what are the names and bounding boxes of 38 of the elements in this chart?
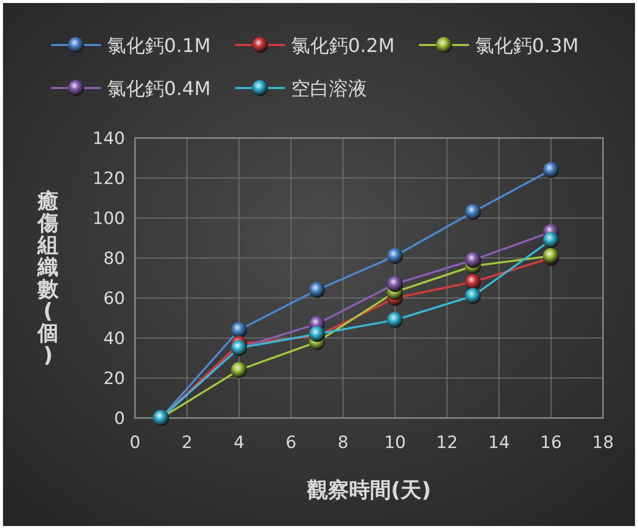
point (387, 248, 403, 264)
legend-label: 氯化鈣0.1M (107, 35, 211, 57)
point (153, 410, 169, 426)
y-tick-label: 100 (92, 209, 125, 229)
x-tick-label: 10 (384, 433, 406, 453)
y-tick-label: 40 (103, 329, 125, 349)
point (543, 162, 559, 178)
y-tick-label: 20 (103, 369, 125, 389)
y-tick-label: 0 (114, 409, 125, 429)
x-tick-label: 14 (488, 433, 510, 453)
x-tick-label: 4 (234, 433, 244, 453)
point (231, 322, 247, 338)
y-axis-title: 癒傷組織數(個) (36, 189, 60, 367)
legend-label: 氯化鈣0.4M (107, 78, 211, 100)
legend-label: 氯化鈣0.3M (475, 35, 579, 57)
point (465, 204, 481, 220)
x-tick-label: 8 (338, 433, 348, 453)
x-tick-label: 0 (130, 433, 140, 453)
y-tick-label: 120 (92, 169, 125, 189)
point (309, 282, 325, 298)
x-tick-label: 2 (182, 433, 192, 453)
point (543, 232, 559, 248)
x-tick-label: 18 (592, 433, 614, 453)
x-tick-label: 16 (540, 433, 562, 453)
point (387, 276, 403, 292)
y-tick-label: 60 (103, 289, 125, 309)
legend-label: 空白溶液 (291, 78, 367, 100)
point (387, 312, 403, 328)
point (465, 288, 481, 304)
x-tick-label: 6 (286, 433, 296, 453)
x-tick-label: 12 (436, 433, 458, 453)
y-tick-label: 80 (103, 249, 125, 269)
legend-label: 氯化鈣0.2M (291, 35, 395, 57)
point (231, 362, 247, 378)
y-tick-label: 140 (92, 129, 125, 149)
x-axis-title: 觀察時間(天) (306, 478, 432, 502)
point (465, 252, 481, 268)
point (465, 274, 481, 290)
